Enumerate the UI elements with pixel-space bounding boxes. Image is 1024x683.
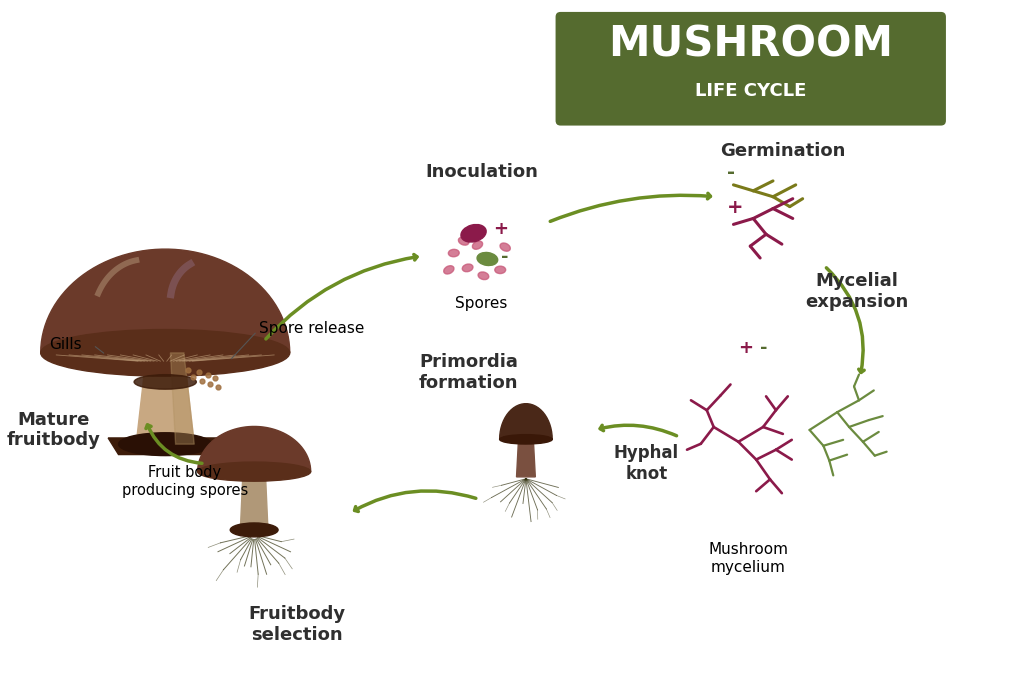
Text: Fruitbody
selection: Fruitbody selection [248, 605, 345, 644]
Polygon shape [41, 249, 290, 353]
Text: LIFE CYCLE: LIFE CYCLE [694, 82, 806, 100]
Ellipse shape [198, 462, 310, 482]
Ellipse shape [461, 225, 486, 242]
Polygon shape [500, 404, 552, 439]
FancyArrowPatch shape [826, 268, 864, 372]
Ellipse shape [449, 249, 459, 257]
Text: +: + [727, 197, 743, 217]
Text: Spore release: Spore release [259, 320, 365, 335]
Ellipse shape [500, 434, 552, 444]
Ellipse shape [472, 241, 482, 249]
Text: Mycelial
expansion: Mycelial expansion [805, 273, 908, 311]
Ellipse shape [462, 264, 473, 272]
Ellipse shape [230, 523, 279, 537]
Text: +: + [738, 339, 754, 357]
FancyArrowPatch shape [550, 193, 711, 221]
Ellipse shape [119, 433, 212, 456]
Ellipse shape [500, 243, 510, 251]
Text: -: - [760, 339, 768, 357]
Ellipse shape [134, 375, 197, 389]
Polygon shape [198, 426, 310, 472]
Ellipse shape [443, 266, 454, 274]
Text: Gills: Gills [49, 337, 82, 352]
Text: Primordia
formation: Primordia formation [419, 353, 518, 392]
Text: Inoculation: Inoculation [425, 163, 538, 181]
Text: Spores: Spores [456, 296, 508, 311]
Text: Mushroom
mycelium: Mushroom mycelium [709, 542, 788, 574]
Text: -: - [727, 163, 734, 182]
Text: Fruit body
producing spores: Fruit body producing spores [122, 465, 248, 497]
Polygon shape [136, 353, 195, 444]
Ellipse shape [477, 253, 498, 266]
Ellipse shape [41, 329, 290, 376]
Polygon shape [109, 438, 222, 455]
Text: +: + [494, 221, 508, 238]
FancyArrowPatch shape [354, 491, 476, 512]
Ellipse shape [459, 237, 469, 245]
Text: MUSHROOM: MUSHROOM [608, 23, 893, 66]
FancyBboxPatch shape [556, 12, 946, 126]
Ellipse shape [495, 266, 506, 274]
FancyArrowPatch shape [266, 255, 417, 339]
Polygon shape [516, 441, 536, 477]
Polygon shape [170, 353, 195, 444]
FancyArrowPatch shape [146, 425, 202, 463]
Text: Hyphal
knot: Hyphal knot [614, 444, 679, 483]
Ellipse shape [478, 272, 488, 279]
FancyArrowPatch shape [600, 426, 677, 436]
Text: -: - [501, 248, 509, 266]
Polygon shape [241, 474, 268, 533]
Text: Mature
fruitbody: Mature fruitbody [6, 410, 100, 449]
Text: Germination: Germination [720, 142, 846, 161]
